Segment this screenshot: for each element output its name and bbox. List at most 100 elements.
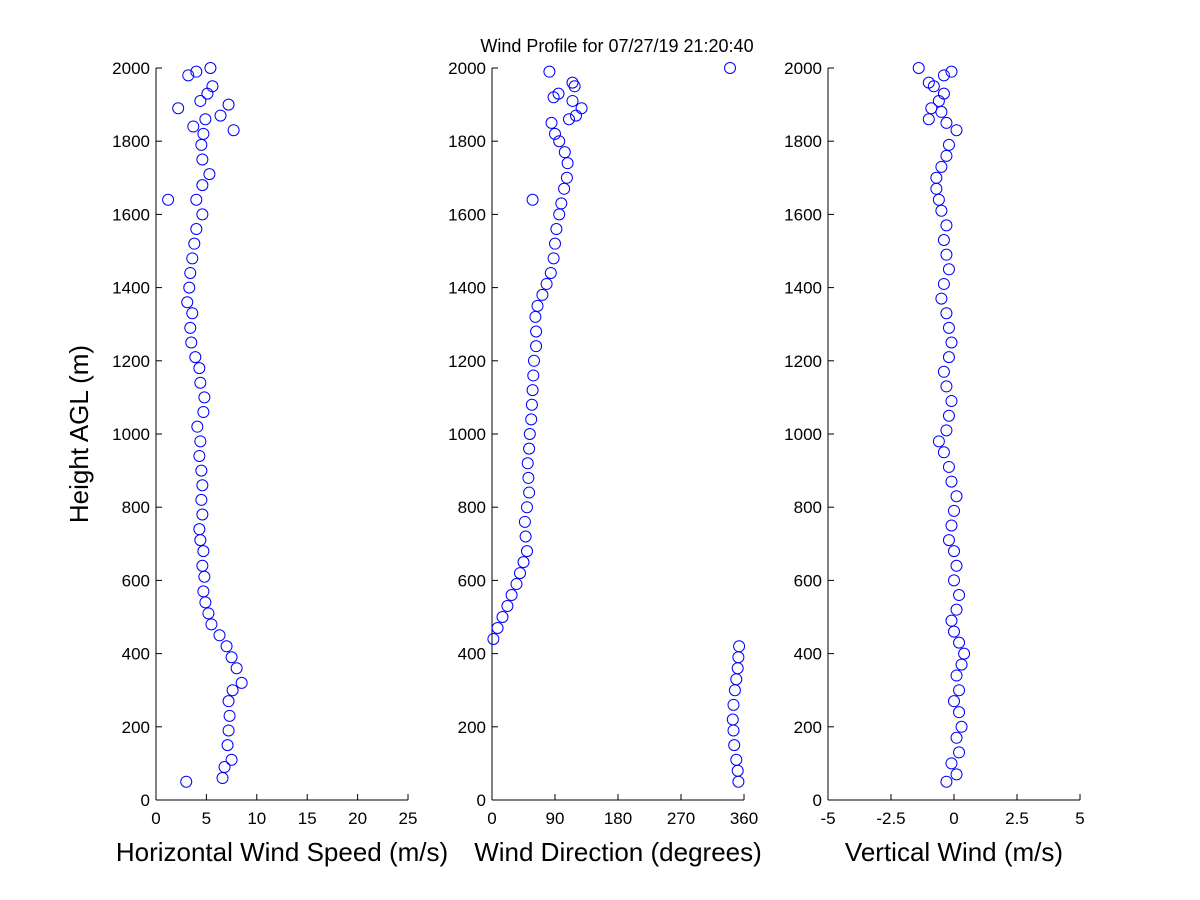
data-point <box>523 442 536 455</box>
data-point <box>942 351 955 364</box>
data-point <box>203 168 216 181</box>
x-axis-label: Wind Direction (degrees) <box>474 837 762 867</box>
data-point <box>937 277 950 290</box>
y-tick-label: 0 <box>141 791 150 810</box>
data-point <box>196 508 209 521</box>
data-point <box>193 449 206 462</box>
data-point <box>950 124 963 137</box>
data-point <box>214 109 227 122</box>
data-point <box>182 69 195 82</box>
data-point <box>188 237 201 250</box>
data-point <box>942 263 955 276</box>
y-tick-label: 1400 <box>112 279 150 298</box>
x-tick-label: -5 <box>820 809 835 828</box>
data-point <box>953 636 966 649</box>
data-point <box>187 120 200 133</box>
data-point <box>193 523 206 536</box>
data-point <box>216 772 229 785</box>
data-point <box>205 618 218 631</box>
data-point <box>566 94 579 107</box>
data-point <box>945 336 958 349</box>
data-point <box>530 340 543 353</box>
data-point <box>950 490 963 503</box>
data-point <box>201 87 214 100</box>
y-tick-label: 2000 <box>448 59 486 78</box>
data-point <box>526 193 539 206</box>
data-point <box>935 204 948 217</box>
data-point <box>945 519 958 532</box>
data-point <box>521 545 533 558</box>
data-point <box>732 775 745 788</box>
panel-3: 0 200 400 600 800 1000 1200 1400 1600 1800 2000 -5 -… <box>784 59 1085 867</box>
data-point <box>184 266 197 279</box>
data-point <box>194 534 207 547</box>
data-point <box>912 62 925 74</box>
data-point <box>529 310 542 323</box>
data-point <box>225 651 238 664</box>
data-point <box>222 724 235 737</box>
data-point <box>731 662 744 675</box>
data-point <box>193 362 206 375</box>
data-point <box>553 135 566 148</box>
data-point <box>220 640 233 653</box>
data-point <box>935 160 948 173</box>
data-point <box>521 457 534 470</box>
data-point <box>530 325 543 338</box>
data-point <box>570 109 582 122</box>
data-point <box>547 252 560 265</box>
data-point <box>950 603 963 616</box>
data-point <box>945 614 958 627</box>
data-point <box>196 479 209 492</box>
data-point <box>942 409 955 422</box>
data-point <box>925 102 938 115</box>
data-point <box>948 574 960 587</box>
data-point <box>196 153 209 166</box>
data-point <box>930 182 943 195</box>
y-tick-label: 1800 <box>784 132 822 151</box>
data-point <box>221 739 234 752</box>
y-tick-label: 200 <box>794 718 822 737</box>
data-point <box>510 578 523 591</box>
x-tick-label: 25 <box>399 809 418 828</box>
data-point <box>491 621 504 634</box>
x-tick-label: 0 <box>151 809 160 828</box>
data-point <box>575 102 588 115</box>
data-point <box>223 709 236 722</box>
data-point <box>937 87 950 100</box>
data-point <box>523 428 536 440</box>
chart-title: Wind Profile for 07/27/19 21:20:40 <box>480 36 753 56</box>
y-tick-label: 1800 <box>448 132 486 151</box>
x-tick-label: 180 <box>604 809 632 828</box>
data-point <box>948 504 960 517</box>
y-tick-label: 400 <box>458 645 486 664</box>
data-point <box>197 127 210 140</box>
data-point <box>728 684 741 697</box>
data-point <box>937 446 950 459</box>
data-point <box>540 277 553 290</box>
data-point <box>727 724 740 737</box>
y-tick-label: 1000 <box>448 425 486 444</box>
data-point <box>549 237 561 250</box>
data-point <box>731 764 744 777</box>
data-point <box>553 208 566 221</box>
data-point <box>953 706 966 719</box>
data-point <box>942 321 955 334</box>
data-point <box>558 146 571 159</box>
panel-2: 0 200 400 600 800 1000 1200 1400 1600 1800 2000 0 90… <box>448 59 762 867</box>
data-point <box>525 398 538 411</box>
y-tick-label: 800 <box>794 498 822 517</box>
data-point <box>726 713 739 726</box>
data-point <box>940 775 953 788</box>
data-point <box>196 208 209 221</box>
x-tick-label: 15 <box>298 809 317 828</box>
data-point <box>230 662 243 675</box>
x-tick-label: 360 <box>730 809 758 828</box>
data-point <box>945 395 958 408</box>
data-point <box>733 640 746 653</box>
x-axis-label: Vertical Wind (m/s) <box>845 837 1063 867</box>
data-point <box>566 76 579 89</box>
data-point <box>521 501 533 514</box>
data-point <box>518 515 531 528</box>
data-point <box>204 62 217 74</box>
